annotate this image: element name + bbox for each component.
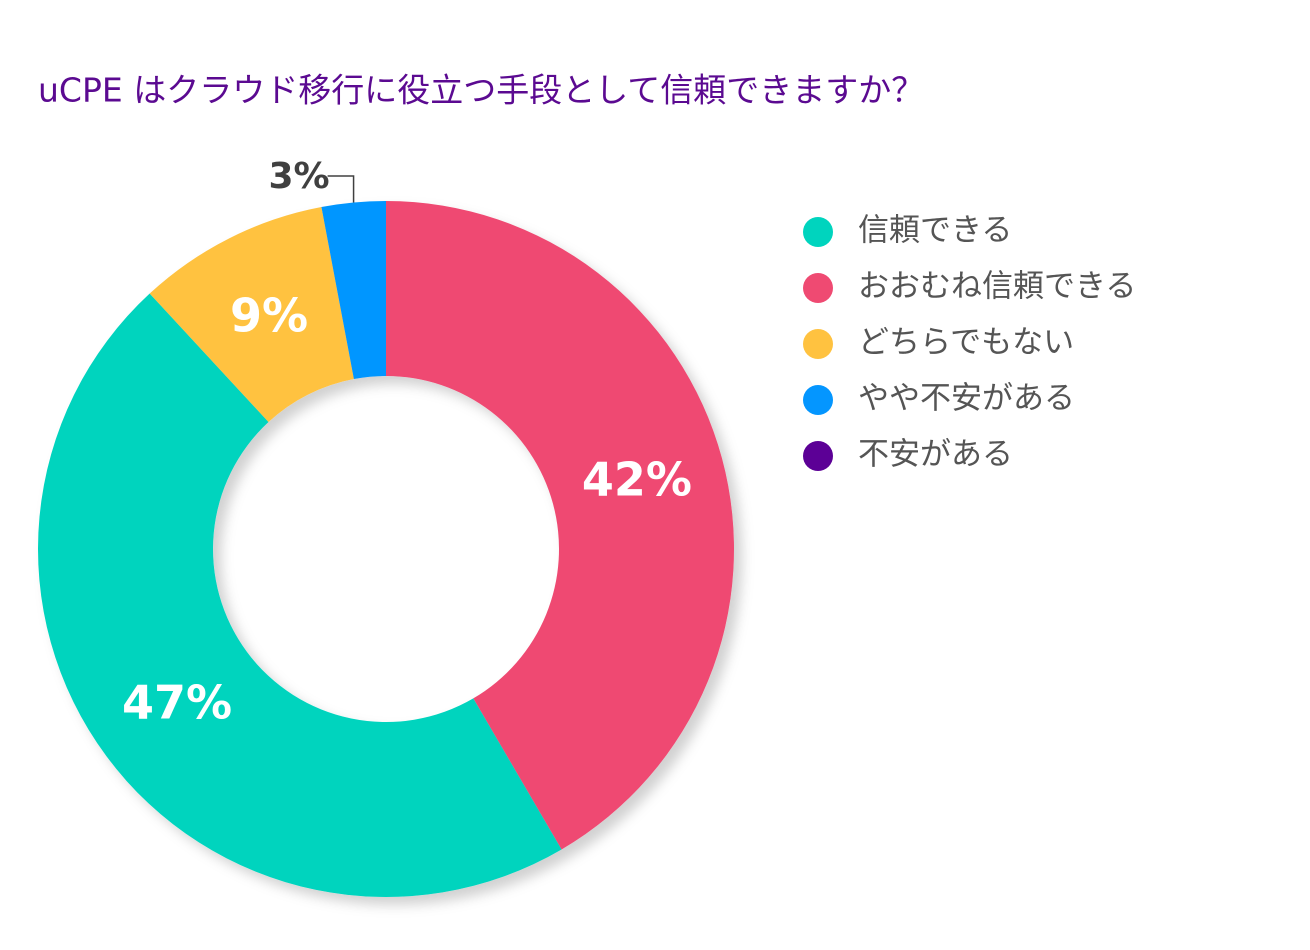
legend-label: おおむね信頼できる <box>858 269 1136 305</box>
labels: 42% 47% 9% 3% <box>122 156 692 729</box>
legend-swatch <box>803 273 833 303</box>
legend-swatch <box>803 441 833 471</box>
legend-label: 信頼できる <box>858 213 1012 249</box>
slice-label: 9% <box>230 288 308 342</box>
legend-swatch <box>803 329 833 359</box>
slice-label: 3% <box>268 156 329 197</box>
slice-label: 42% <box>582 453 692 507</box>
chart-title: uCPE はクラウド移行に役立つ手段として信頼できますか？ <box>38 71 924 110</box>
legend-label: 不安がある <box>858 437 1013 473</box>
slice <box>321 201 386 380</box>
legend-swatch <box>803 385 833 415</box>
slice-label: 47% <box>122 675 232 729</box>
slice <box>38 293 562 898</box>
leader-line <box>327 175 355 203</box>
slice <box>386 201 734 850</box>
legend-swatch <box>803 217 833 247</box>
legend-label: どちらでもない <box>858 325 1074 361</box>
slice <box>149 207 354 423</box>
legend-label: やや不安がある <box>858 381 1075 417</box>
donut <box>38 201 734 898</box>
